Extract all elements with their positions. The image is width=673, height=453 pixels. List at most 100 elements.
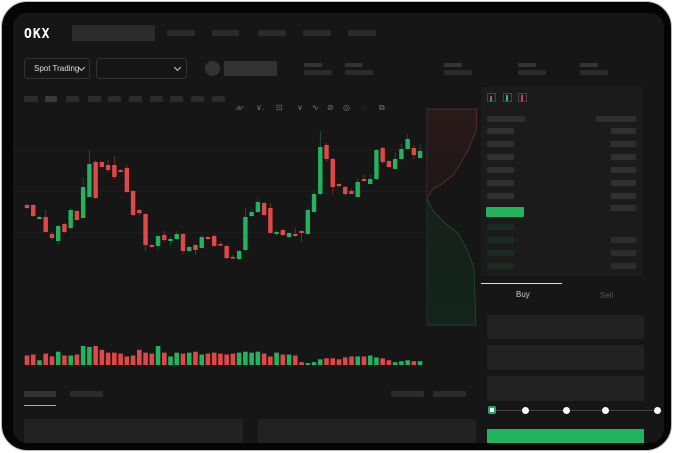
tab-open-orders[interactable] bbox=[24, 391, 56, 397]
candle bbox=[74, 211, 80, 220]
volume-bar bbox=[417, 361, 423, 365]
candle bbox=[31, 205, 36, 216]
volume-bar bbox=[193, 351, 198, 365]
candle bbox=[349, 191, 354, 194]
candle bbox=[193, 245, 198, 250]
app-screen: OKX Spot Trading ⩘⩗ ∨. ⊡ ∨ ∿ ⊘ ◎ ◌ ⧉ bbox=[13, 13, 664, 443]
volume-bar bbox=[174, 352, 180, 365]
timeframe-button[interactable] bbox=[88, 96, 101, 102]
stat-label bbox=[304, 63, 322, 67]
orderbook-buy-icon[interactable] bbox=[503, 93, 512, 102]
nav-item[interactable] bbox=[167, 30, 195, 36]
volume-bar bbox=[74, 354, 80, 365]
slider-mark-100[interactable] bbox=[654, 407, 661, 414]
nav-item[interactable] bbox=[348, 30, 376, 36]
pair-price bbox=[224, 61, 277, 76]
volume-bar bbox=[324, 358, 329, 365]
slider-track[interactable] bbox=[491, 410, 657, 411]
stat-value bbox=[345, 70, 373, 75]
volume-bar bbox=[137, 349, 142, 365]
candle bbox=[168, 239, 173, 241]
tab-buy[interactable]: Buy bbox=[516, 290, 530, 299]
timeframe-button[interactable] bbox=[66, 96, 79, 102]
timeframe-button[interactable] bbox=[150, 96, 163, 102]
candle bbox=[56, 226, 61, 241]
slider-mark-50[interactable] bbox=[563, 407, 570, 414]
candle bbox=[93, 162, 98, 198]
timeframe-button[interactable] bbox=[45, 96, 57, 102]
slider-mark-75[interactable] bbox=[602, 407, 609, 414]
timeframe-button[interactable] bbox=[170, 96, 183, 102]
draw-tool-icon[interactable]: ⊘ bbox=[327, 103, 334, 112]
volume-bar bbox=[367, 355, 373, 365]
volume-bar bbox=[230, 353, 236, 365]
spot-trading-dropdown[interactable]: Spot Trading bbox=[24, 58, 90, 79]
indicator-icon[interactable]: ⩘⩗ bbox=[235, 103, 245, 112]
nav-item[interactable] bbox=[303, 30, 331, 36]
volume-bar bbox=[349, 356, 354, 365]
volume-bar bbox=[336, 359, 342, 365]
volume-bar bbox=[399, 361, 404, 365]
volume-bar bbox=[374, 357, 379, 365]
volume-bar bbox=[236, 352, 242, 365]
search-input[interactable] bbox=[72, 25, 155, 41]
price-input[interactable] bbox=[487, 315, 644, 339]
bid-amount bbox=[611, 250, 636, 256]
candle bbox=[330, 159, 335, 187]
timeframe-button[interactable] bbox=[129, 96, 142, 102]
okx-logo[interactable]: OKX bbox=[24, 27, 51, 42]
volume-bar bbox=[80, 346, 86, 365]
settings-icon[interactable]: ⊡ bbox=[276, 103, 283, 112]
chart-type-icon[interactable]: ∨. bbox=[256, 103, 265, 112]
volume-bar bbox=[286, 354, 292, 365]
timeframe-button[interactable] bbox=[108, 96, 121, 102]
volume-bar bbox=[311, 362, 317, 365]
tab-history[interactable] bbox=[70, 391, 103, 397]
volume-bar bbox=[249, 352, 254, 365]
tab-sell[interactable]: Sell bbox=[600, 291, 614, 300]
nav-item[interactable] bbox=[258, 30, 286, 36]
timeframe-button[interactable] bbox=[24, 96, 38, 102]
orderbook-sell-icon[interactable] bbox=[518, 93, 527, 102]
slider-handle[interactable] bbox=[488, 406, 496, 414]
candle bbox=[374, 150, 379, 179]
total-input[interactable] bbox=[487, 376, 644, 401]
filter-button[interactable] bbox=[391, 391, 424, 397]
candle bbox=[243, 217, 248, 250]
slider-mark-25[interactable] bbox=[522, 407, 529, 414]
measure-icon[interactable]: ◎ bbox=[343, 103, 350, 112]
timeframe-button[interactable] bbox=[191, 96, 204, 102]
candle bbox=[155, 236, 161, 246]
candle bbox=[236, 251, 242, 259]
ask-amount bbox=[611, 141, 636, 147]
candle bbox=[311, 194, 317, 212]
nav-item[interactable] bbox=[212, 30, 239, 36]
candle bbox=[80, 187, 86, 218]
bid-price bbox=[487, 237, 514, 243]
buy-button[interactable] bbox=[487, 429, 644, 443]
candle bbox=[336, 184, 342, 186]
volume-bar bbox=[118, 353, 123, 365]
orderbook-both-icon[interactable] bbox=[487, 93, 496, 102]
candle bbox=[261, 203, 267, 215]
candlestick-chart[interactable] bbox=[13, 13, 483, 383]
candle bbox=[199, 237, 204, 248]
candle bbox=[112, 165, 117, 177]
filter-button[interactable] bbox=[433, 391, 466, 397]
ask-amount bbox=[611, 154, 636, 160]
chevron-down-icon[interactable]: ∨ bbox=[297, 103, 303, 112]
amount-input[interactable] bbox=[487, 345, 644, 370]
screenshot-icon[interactable]: ◌ bbox=[361, 103, 366, 112]
volume-bar bbox=[205, 353, 211, 365]
candle bbox=[87, 164, 92, 197]
timeframe-button[interactable] bbox=[212, 96, 225, 102]
line-tool-icon[interactable]: ∿ bbox=[312, 103, 319, 112]
volume-bar bbox=[124, 356, 130, 365]
bid-amount bbox=[611, 237, 636, 243]
volume-bar bbox=[386, 360, 392, 365]
candle bbox=[293, 234, 298, 236]
pair-dropdown[interactable] bbox=[96, 58, 187, 79]
volume-bar bbox=[87, 346, 92, 365]
candle bbox=[130, 191, 136, 215]
fullscreen-icon[interactable]: ⧉ bbox=[379, 103, 385, 112]
